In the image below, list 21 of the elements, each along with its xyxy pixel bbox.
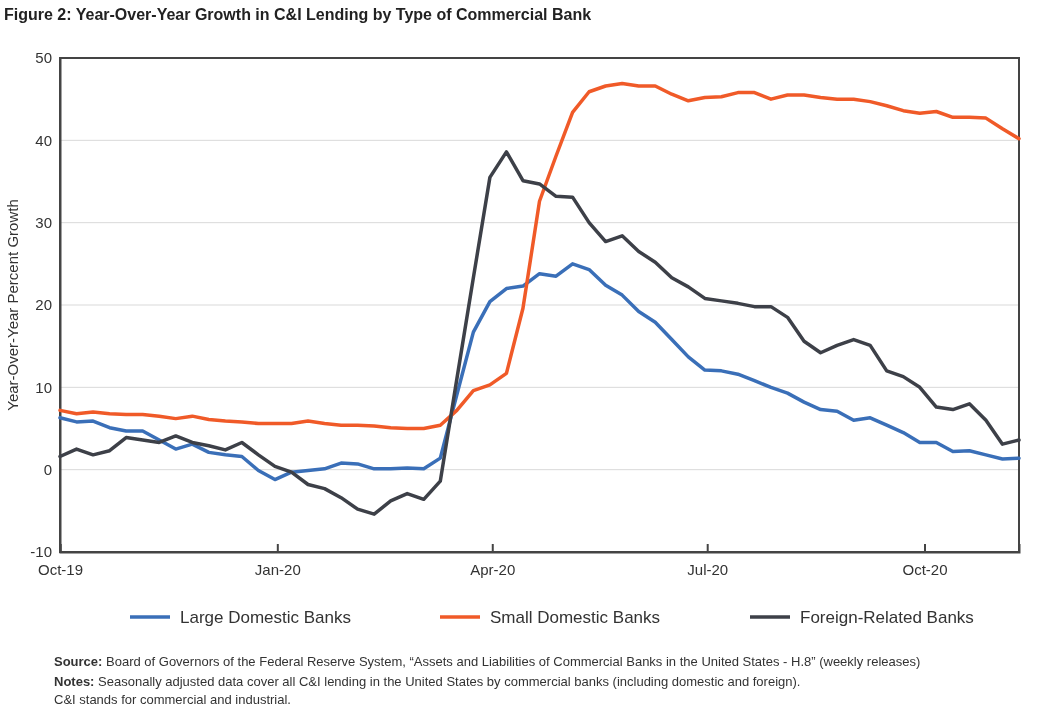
y-tick-label: -10 — [30, 543, 52, 561]
x-tick-label: Apr-20 — [470, 560, 516, 578]
legend-label: Small Domestic Banks — [490, 608, 661, 627]
y-tick-label: 40 — [35, 131, 52, 149]
y-tick-label: 50 — [35, 49, 52, 67]
x-tick-label: Jan-20 — [254, 560, 301, 578]
source-note: Source: Board of Governors of the Federal Reserve System, “Assets and Liabilities of Commercial Banks in the United States - H.8” (weekly releases) — [54, 654, 921, 669]
line-series — [58, 81, 1021, 431]
chart-title: Figure 2: Year-Over-Year Growth in C&I Lending by Type of Commercial Bank — [4, 6, 592, 23]
legend-label: Large Domestic Banks — [180, 608, 352, 627]
y-tick-label: 20 — [35, 296, 52, 314]
text: Notes: Seasonally adjusted data cover all C&I lending in the United States by commercial banks (including domestic and foreign). C&I stands for commercial and industrial. — [54, 674, 801, 707]
y-axis-title: Year-Over-Year Percent Growth — [4, 199, 21, 411]
legend-label: Foreign-Related Banks — [800, 608, 974, 627]
x-tick-label: Jul-20 — [687, 560, 729, 578]
y-tick-label: 30 — [35, 213, 52, 231]
line-series — [58, 262, 1021, 482]
x-tick-label: Oct-19 — [37, 560, 84, 578]
y-tick-label: 0 — [43, 460, 52, 478]
y-tick-label: 10 — [35, 378, 52, 396]
x-tick-label: Oct-20 — [902, 560, 948, 578]
